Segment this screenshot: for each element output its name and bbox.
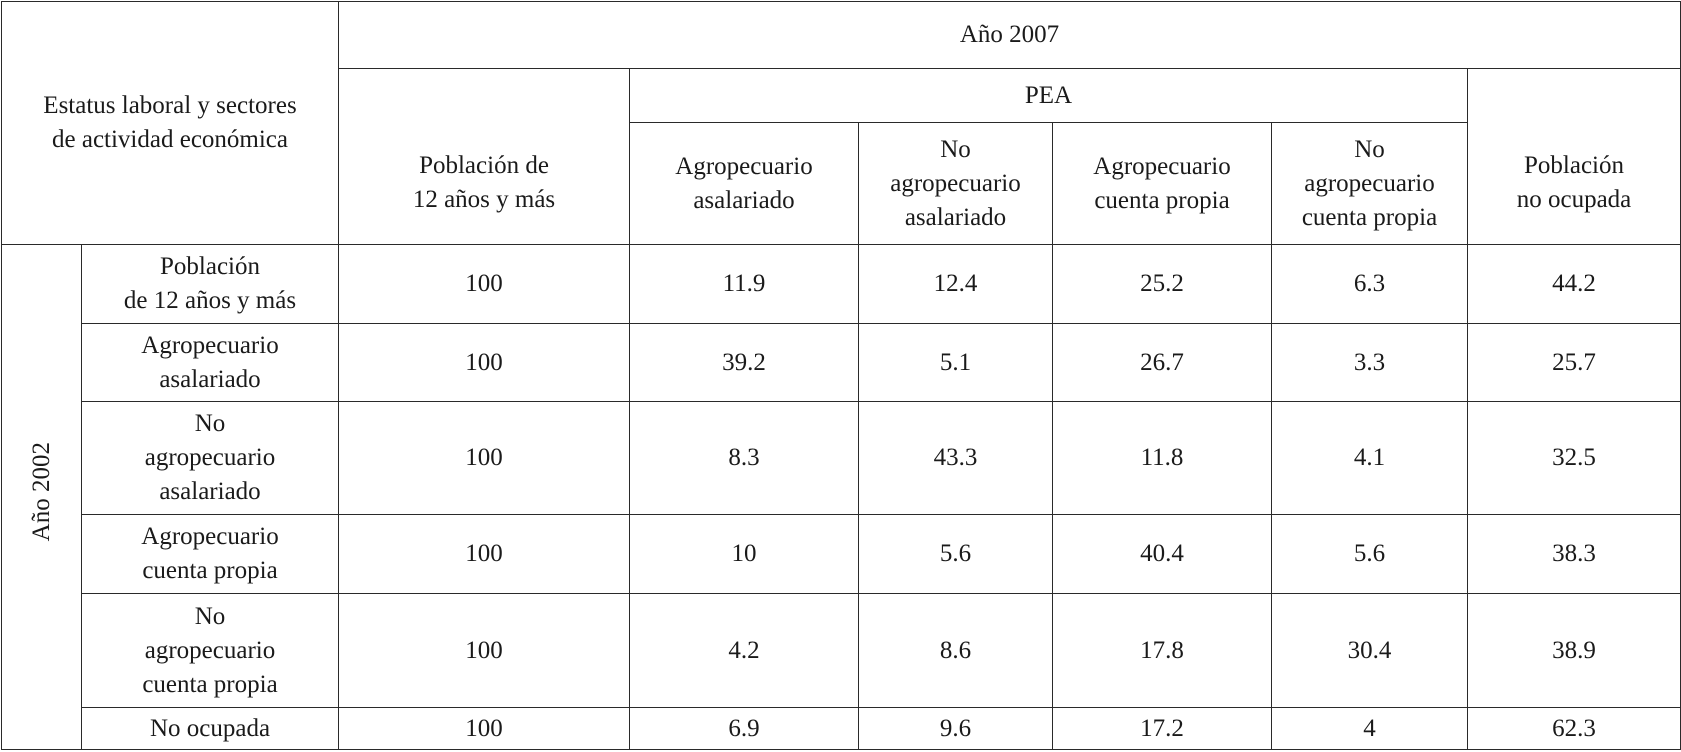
column-header: No agropecuario asalariado: [858, 122, 1053, 245]
row-label: No agropecuario cuenta propia: [81, 593, 339, 708]
table-cell: 17.2: [1052, 707, 1272, 750]
table-cell: 25.7: [1467, 323, 1681, 402]
table-cell: 26.7: [1052, 323, 1272, 402]
row-label: Población de 12 años y más: [81, 244, 339, 324]
row-label: Agropecuario cuenta propia: [81, 514, 339, 594]
table-row: No ocupada 100 6.9 9.6 17.2 4 62.3: [2, 707, 1681, 750]
table-cell: 5.1: [858, 323, 1053, 402]
table-row: No agropecuario cuenta propia 100 4.2 8.…: [2, 593, 1681, 708]
table-cell: 43.3: [858, 401, 1053, 515]
column-header: No agropecuario cuenta propia: [1271, 122, 1468, 245]
table-cell: 5.6: [1271, 514, 1468, 594]
table-cell: 100: [338, 244, 630, 324]
table-cell: 100: [338, 707, 630, 750]
table-row: Año 2002 Población de 12 años y más 100 …: [1, 244, 1681, 750]
header-row-year: Estatus laboral y sectores de actividad …: [1, 1, 1681, 245]
year-2002-header: Año 2002: [1, 244, 82, 750]
table-cell: 38.3: [1467, 514, 1681, 594]
table-cell: 5.6: [858, 514, 1053, 594]
column-header: Población de 12 años y más: [338, 122, 630, 245]
table-cell: 62.3: [1467, 707, 1681, 750]
table-cell: 44.2: [1467, 244, 1681, 324]
table-cell: 4.1: [1271, 401, 1468, 515]
table-cell: 4: [1271, 707, 1468, 750]
table-cell: 100: [338, 401, 630, 515]
table-cell: 9.6: [858, 707, 1053, 750]
table-cell: 11.8: [1052, 401, 1272, 515]
table-cell: 6.9: [629, 707, 859, 750]
table-cell: 38.9: [1467, 593, 1681, 708]
table-cell: 100: [338, 593, 630, 708]
table-cell: 17.8: [1052, 593, 1272, 708]
table-cell: 100: [338, 323, 630, 402]
table-cell: 30.4: [1271, 593, 1468, 708]
row-label: No agropecuario asalariado: [81, 401, 339, 515]
table-cell: 6.3: [1271, 244, 1468, 324]
corner-header: Estatus laboral y sectores de actividad …: [1, 1, 339, 245]
table-cell: 100: [338, 514, 630, 594]
column-header: Agropecuario asalariado: [629, 122, 859, 245]
header-row-pea: PEA: [2, 68, 1681, 123]
table-cell: 4.2: [629, 593, 859, 708]
table-row: Agropecuario asalariado 100 39.2 5.1 26.…: [2, 323, 1681, 402]
column-header: Población no ocupada: [1467, 122, 1681, 245]
year-2007-header: Año 2007: [338, 1, 1681, 69]
year-2002-label: Año 2002: [27, 442, 55, 542]
table-cell: 10: [629, 514, 859, 594]
header-row-columns: Población de 12 años y más Agropecuario …: [2, 122, 1681, 245]
table-cell: 3.3: [1271, 323, 1468, 402]
table-cell: 11.9: [629, 244, 859, 324]
table-cell: 8.6: [858, 593, 1053, 708]
table-row: No agropecuario asalariado 100 8.3 43.3 …: [2, 401, 1681, 515]
table-cell: 39.2: [629, 323, 859, 402]
empty-header-cell-left: [338, 68, 630, 123]
table-cell: 12.4: [858, 244, 1053, 324]
row-label: No ocupada: [81, 707, 339, 750]
column-header: Agropecuario cuenta propia: [1052, 122, 1272, 245]
table-cell: 8.3: [629, 401, 859, 515]
table-row: Agropecuario cuenta propia 100 10 5.6 40…: [2, 514, 1681, 594]
table-cell: 32.5: [1467, 401, 1681, 515]
pea-header: PEA: [629, 68, 1468, 123]
row-label: Agropecuario asalariado: [81, 323, 339, 402]
empty-header-cell-right: [1467, 68, 1681, 123]
table-cell: 25.2: [1052, 244, 1272, 324]
table-cell: 40.4: [1052, 514, 1272, 594]
